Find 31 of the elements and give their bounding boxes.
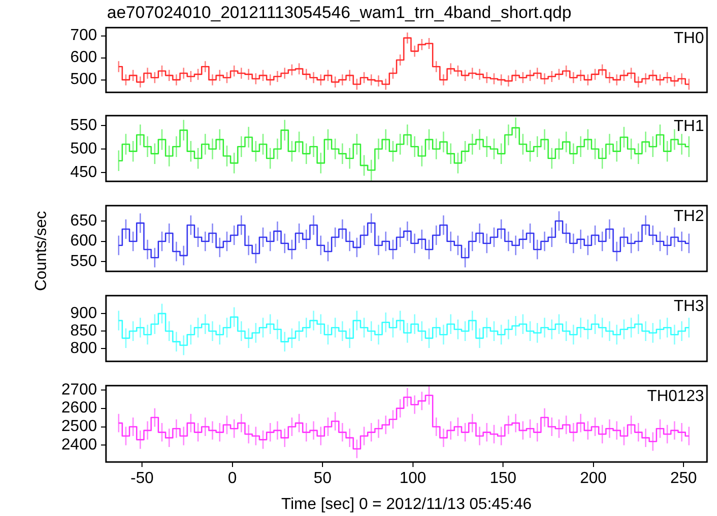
x-tick-label: 100 bbox=[399, 470, 426, 488]
series-label: TH0 bbox=[674, 30, 704, 48]
y-tick-label: 900 bbox=[70, 305, 98, 322]
y-tick-label: 2400 bbox=[61, 437, 98, 454]
x-axis-title: Time [sec] 0 = 2012/11/13 05:45:46 bbox=[280, 496, 533, 514]
x-tick-label: -50 bbox=[130, 470, 154, 488]
x-tick-label: 150 bbox=[490, 470, 516, 488]
y-tick-label: 550 bbox=[70, 117, 98, 134]
y-tick-label: 700 bbox=[70, 28, 98, 45]
y-tick-label: 600 bbox=[70, 233, 98, 250]
y-tick-label: 800 bbox=[70, 340, 98, 358]
series-label: TH2 bbox=[674, 208, 704, 226]
x-tick-label: 0 bbox=[228, 470, 237, 488]
series-label: TH0123 bbox=[647, 388, 704, 406]
y-tick-label: 2600 bbox=[61, 400, 98, 418]
x-tick-label: 50 bbox=[314, 470, 332, 488]
y-tick-label: 650 bbox=[70, 212, 98, 230]
y-tick-label: 500 bbox=[70, 140, 98, 158]
y-tick-label: 850 bbox=[70, 322, 98, 340]
x-tick-label: 200 bbox=[580, 470, 607, 488]
y-axis-title: Counts/sec bbox=[33, 210, 52, 291]
y-tick-label: 2500 bbox=[61, 418, 98, 436]
y-tick-label: 600 bbox=[70, 50, 98, 67]
y-tick-label: 550 bbox=[70, 253, 98, 270]
series-label: TH1 bbox=[674, 118, 704, 136]
chart-title: ae707024010_20121113054546_wam1_trn_4band_short.qdp bbox=[107, 3, 572, 23]
x-tick-label: 250 bbox=[670, 470, 697, 488]
series-label: TH3 bbox=[674, 298, 704, 316]
y-tick-label: 450 bbox=[70, 164, 98, 182]
y-tick-label: 500 bbox=[70, 72, 98, 89]
y-tick-label: 2700 bbox=[61, 382, 98, 399]
